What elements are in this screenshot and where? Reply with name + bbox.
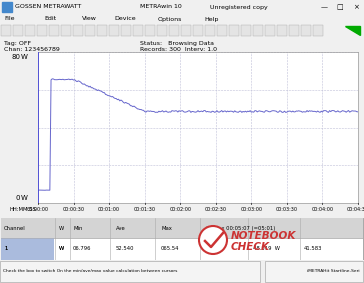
- Bar: [265, 261, 363, 282]
- Text: NOTEBOOK: NOTEBOOK: [231, 231, 296, 241]
- Text: Chan: 123456789: Chan: 123456789: [4, 47, 60, 52]
- Text: Unregistered copy: Unregistered copy: [210, 5, 268, 10]
- Bar: [2, 2, 12, 12]
- Text: 00:00:30: 00:00:30: [63, 207, 84, 212]
- Text: 06.936: 06.936: [206, 246, 224, 251]
- Text: METRAwin 10: METRAwin 10: [140, 5, 182, 10]
- Text: Records: 300  Interv: 1.0: Records: 300 Interv: 1.0: [140, 47, 217, 52]
- Bar: [193, 25, 203, 36]
- Bar: [313, 25, 323, 36]
- Text: CHECK: CHECK: [231, 242, 270, 252]
- Bar: [61, 25, 71, 36]
- Text: 065.54: 065.54: [161, 246, 179, 251]
- Text: 00:02:30: 00:02:30: [205, 207, 227, 212]
- Bar: [133, 25, 143, 36]
- Text: GOSSEN METRAWATT: GOSSEN METRAWATT: [15, 5, 82, 10]
- Bar: [13, 25, 23, 36]
- Bar: [277, 25, 287, 36]
- Text: W: W: [59, 246, 64, 251]
- Bar: [109, 25, 119, 36]
- Bar: [181, 25, 191, 36]
- Bar: [0, 261, 260, 282]
- Bar: [169, 25, 179, 36]
- Text: Options: Options: [158, 16, 182, 22]
- Text: W: W: [21, 195, 28, 201]
- Text: —: —: [320, 4, 328, 10]
- Text: 00:01:30: 00:01:30: [134, 207, 156, 212]
- Bar: [241, 25, 251, 36]
- Bar: [157, 25, 167, 36]
- Bar: [121, 25, 131, 36]
- Text: Curs: x 00:05:07 (=05:01): Curs: x 00:05:07 (=05:01): [206, 226, 276, 231]
- Text: □: □: [337, 4, 343, 10]
- Bar: [25, 25, 35, 36]
- Text: 41.583: 41.583: [304, 246, 323, 251]
- Polygon shape: [345, 26, 360, 35]
- Text: 80: 80: [11, 54, 20, 60]
- Text: Status:   Browsing Data: Status: Browsing Data: [140, 41, 214, 46]
- Bar: [301, 25, 311, 36]
- Bar: [49, 25, 59, 36]
- Text: 00:00:00: 00:00:00: [27, 207, 49, 212]
- Bar: [1, 25, 11, 36]
- Bar: [37, 25, 47, 36]
- Bar: [145, 25, 155, 36]
- Text: Max: Max: [161, 226, 172, 231]
- Bar: [289, 25, 299, 36]
- Text: 48.519  W: 48.519 W: [253, 246, 280, 251]
- Text: Min: Min: [73, 226, 82, 231]
- Bar: [1, 238, 54, 260]
- Text: 1: 1: [4, 246, 7, 251]
- Text: 00:04:30: 00:04:30: [347, 207, 364, 212]
- Text: 00:02:00: 00:02:00: [169, 207, 191, 212]
- Bar: [85, 25, 95, 36]
- Bar: [205, 25, 215, 36]
- Text: 06.796: 06.796: [73, 246, 91, 251]
- Text: Ave: Ave: [116, 226, 126, 231]
- Text: ×: ×: [353, 4, 359, 10]
- Text: Help: Help: [204, 16, 218, 22]
- Bar: [1, 218, 363, 239]
- Text: Tag: OFF: Tag: OFF: [4, 41, 31, 46]
- Bar: [217, 25, 227, 36]
- Text: W: W: [59, 226, 64, 231]
- Text: W: W: [59, 246, 64, 251]
- Text: Channel: Channel: [4, 226, 26, 231]
- Text: 00:04:00: 00:04:00: [312, 207, 333, 212]
- Text: 1: 1: [4, 246, 7, 251]
- Text: 52.540: 52.540: [116, 246, 135, 251]
- Bar: [253, 25, 263, 36]
- Text: 00:03:00: 00:03:00: [240, 207, 262, 212]
- Text: W: W: [21, 54, 28, 60]
- Text: View: View: [82, 16, 97, 22]
- Text: 00:03:30: 00:03:30: [276, 207, 298, 212]
- Text: File: File: [4, 16, 15, 22]
- Text: 0: 0: [16, 195, 20, 201]
- Text: 00:01:00: 00:01:00: [98, 207, 120, 212]
- Text: iMETRAHit Startline-Seri: iMETRAHit Startline-Seri: [307, 269, 360, 273]
- Bar: [97, 25, 107, 36]
- Bar: [265, 25, 275, 36]
- Bar: [73, 25, 83, 36]
- Text: Edit: Edit: [44, 16, 56, 22]
- Text: HH:MM:SS: HH:MM:SS: [9, 207, 36, 212]
- Bar: [229, 25, 239, 36]
- Text: Check the box to switch On the min/ave/max value calculation between cursors: Check the box to switch On the min/ave/m…: [3, 269, 177, 273]
- Text: Device: Device: [114, 16, 136, 22]
- Circle shape: [199, 226, 227, 254]
